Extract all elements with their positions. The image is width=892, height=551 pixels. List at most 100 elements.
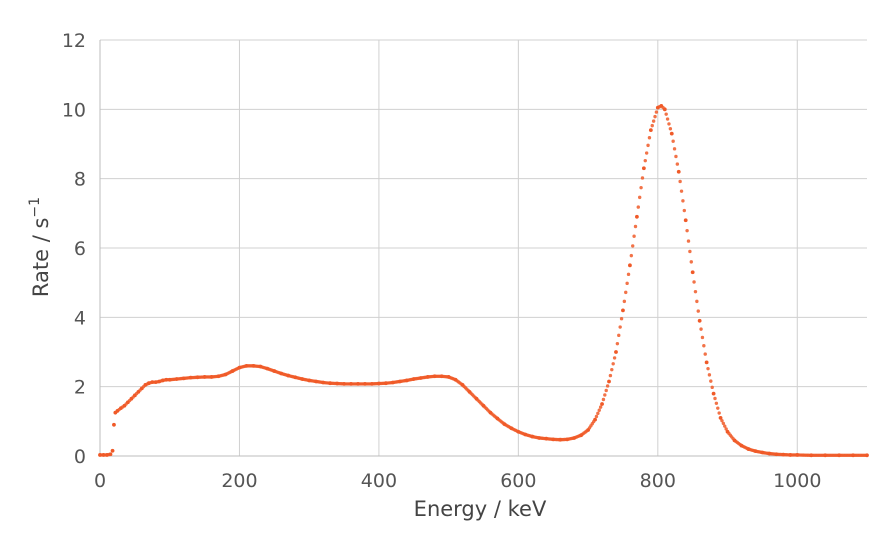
x-tick-label: 400 [361,470,397,492]
data-point [621,308,625,313]
x-tick-label: 600 [500,470,536,492]
data-point [710,385,714,390]
data-point [664,112,668,116]
data-point [686,239,691,243]
data-point [112,422,116,427]
data-point [640,176,645,180]
data-point [604,388,608,393]
data-point [639,185,643,190]
data-point [683,218,688,223]
data-point [692,280,696,284]
data-point [711,391,716,396]
x-tick-label: 0 [94,470,106,492]
data-point [667,122,671,126]
data-point [643,158,647,163]
data-point [665,117,670,121]
y-tick-label: 8 [74,169,86,191]
data-point [618,325,622,329]
data-point [624,290,628,295]
data-point [681,199,685,203]
data-point [629,253,634,258]
data-point [637,195,642,200]
data-point [617,333,621,338]
data-point [650,123,654,128]
data-point [685,228,689,233]
data-point [696,309,700,313]
data-point [631,244,635,248]
data-point [626,272,631,277]
data-point [669,131,674,136]
data-point [721,421,726,426]
x-tick-label: 200 [221,470,257,492]
data-point [679,189,684,193]
y-tick-label: 10 [62,99,86,121]
data-point [611,362,615,366]
data-point [622,299,627,304]
data-point [700,335,705,340]
data-point [636,205,640,209]
x-tick-labels: 0 200 400 600 800 1000 [94,470,821,492]
data-point [723,424,727,428]
data-point [633,224,638,229]
data-point [597,408,601,412]
data-point [647,136,652,140]
data-point [693,289,698,294]
y-tick-label: 4 [74,307,86,329]
data-point [108,452,113,457]
y-axis-title: Rate / s−1 [27,197,53,297]
data-point [865,453,869,458]
data-point [646,143,650,148]
data-point [596,411,600,416]
data-point [607,379,611,384]
data-point [724,427,728,431]
data-point [632,234,636,238]
x-tick-label: 800 [640,470,676,492]
grid [100,39,867,456]
data-point [593,417,597,422]
data-point [654,110,659,114]
data-point [676,169,681,174]
data-point [110,448,115,453]
data-point [601,397,606,402]
data-point [702,344,706,348]
x-axis-title: Energy / keV [414,497,547,521]
data-point [625,281,629,286]
data-point [598,405,603,409]
data-point [720,418,724,423]
data-point [635,214,639,219]
data-point [671,139,675,143]
y-axis-title-text: Rate / s [29,218,53,298]
data-point [689,260,693,264]
data-point [682,208,687,213]
x-tick-label: 1000 [773,470,821,492]
data-point [672,147,677,151]
data-point [619,317,624,321]
data-point [714,401,719,406]
data-point [718,415,723,420]
data-point [644,151,649,155]
data-point [600,402,604,406]
y-tick-label: 0 [74,446,86,468]
data-point [678,179,682,184]
data-point [651,119,656,123]
data-point [709,379,713,383]
data-point [688,249,692,254]
data-point [612,356,617,360]
data-point [713,396,717,401]
data-point [603,393,607,397]
data-point [648,128,653,133]
data-point [662,107,667,112]
data-point [610,367,614,372]
y-tick-label: 6 [74,238,86,260]
axes-frame [99,40,867,457]
data-point [668,127,673,131]
data-point [614,350,618,354]
y-tick-label: 12 [62,30,86,52]
data-point [653,114,657,119]
y-tick-label: 2 [74,377,86,399]
data-point [717,411,721,415]
data-point [695,299,699,304]
data-points [98,103,869,458]
